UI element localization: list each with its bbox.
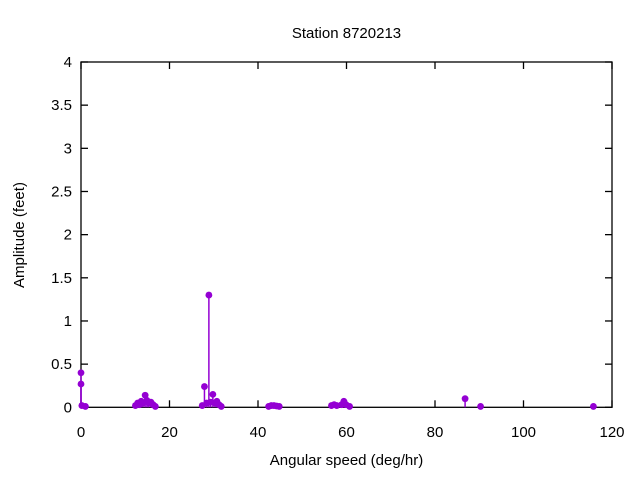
y-tick-label: 0.5 xyxy=(51,356,72,373)
data-point xyxy=(141,391,149,399)
data-point xyxy=(217,403,225,410)
data-point xyxy=(275,403,283,410)
x-tick-label: 20 xyxy=(161,424,178,441)
data-point xyxy=(346,403,353,410)
x-tick-label: 100 xyxy=(511,424,536,441)
data-point xyxy=(201,383,208,390)
x-axis-label: Angular speed (deg/hr) xyxy=(269,452,424,469)
y-tick-label: 4 xyxy=(64,54,72,71)
x-tick-label: 60 xyxy=(338,424,355,441)
data-point xyxy=(151,403,159,410)
x-tick-label: 40 xyxy=(250,424,267,441)
x-tick-label: 0 xyxy=(77,424,85,441)
plot-border xyxy=(80,61,613,408)
y-tick-label: 1.5 xyxy=(51,270,72,287)
data-point xyxy=(209,390,217,398)
data-point xyxy=(82,403,89,410)
data-point xyxy=(77,380,85,388)
chart-title: Station 8720213 xyxy=(291,25,402,42)
data-point xyxy=(461,395,469,403)
x-tick-label: 120 xyxy=(599,424,624,441)
data-point xyxy=(77,369,85,377)
data-point xyxy=(205,291,213,299)
data-point xyxy=(477,403,484,410)
y-tick-label: 0 xyxy=(64,399,72,416)
y-tick-label: 1 xyxy=(64,313,72,330)
data-point xyxy=(590,403,597,410)
x-tick-label: 80 xyxy=(427,424,444,441)
y-tick-label: 3.5 xyxy=(51,97,72,114)
y-tick-label: 2.5 xyxy=(51,183,72,200)
y-tick-label: 2 xyxy=(64,227,72,244)
y-tick-label: 3 xyxy=(64,140,72,157)
